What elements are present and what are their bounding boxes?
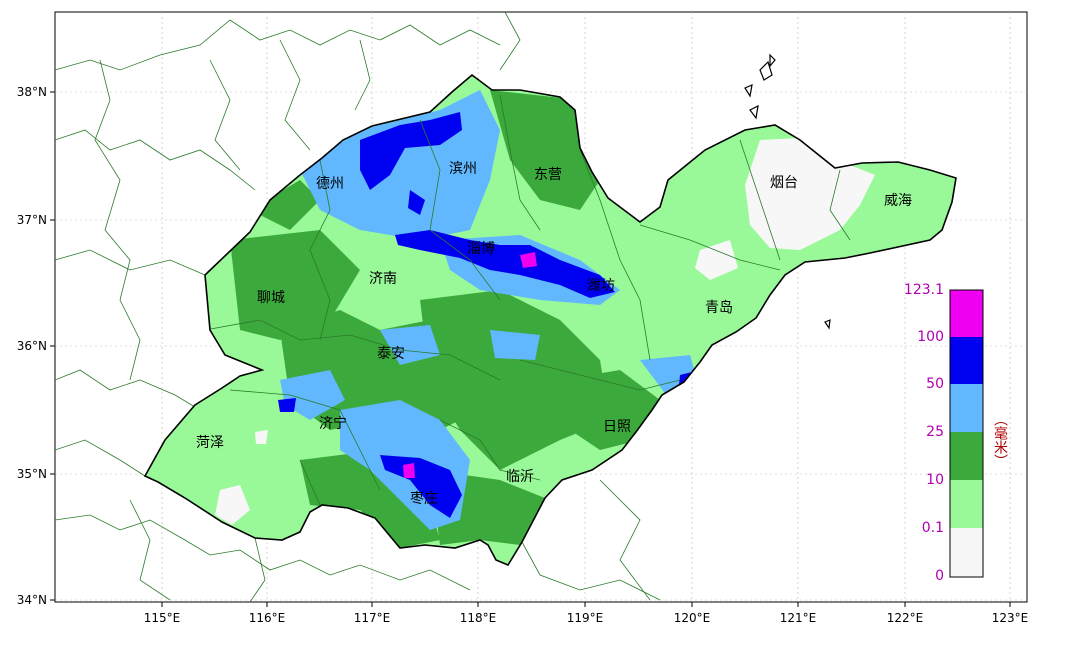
rain-area-none bbox=[255, 430, 268, 444]
rain-area-light bbox=[850, 210, 930, 248]
rain-area-storm bbox=[380, 455, 462, 518]
legend-label-0: 0 bbox=[935, 568, 944, 584]
legend-swatch-storm bbox=[950, 337, 983, 384]
rain-area-moderate bbox=[230, 230, 360, 340]
city-label-dongying: 东营 bbox=[534, 167, 562, 183]
legend-label-max: 123.1 bbox=[904, 282, 944, 298]
x-tick-label: 123°E bbox=[992, 611, 1029, 625]
rain-area-storm bbox=[360, 112, 462, 190]
rain-area-storm bbox=[395, 230, 615, 298]
rain-area-storm bbox=[408, 190, 425, 215]
x-tick-label: 120°E bbox=[674, 611, 711, 625]
legend-swatch-none bbox=[950, 528, 983, 577]
legend-frame bbox=[949, 289, 984, 578]
city-label-binzhou: 滨州 bbox=[449, 161, 477, 177]
province-boundaries bbox=[55, 12, 661, 602]
rain-area-heavy bbox=[280, 370, 345, 420]
y-tick-label: 35°N bbox=[17, 467, 47, 481]
city-label-jining: 济宁 bbox=[319, 415, 347, 432]
city-labels: 德州 滨州 东营烟台威海淄博济南聊城 潍坊青岛泰安济宁菏泽 日照临沂枣庄 bbox=[196, 161, 912, 507]
city-label-taian: 泰安 bbox=[377, 346, 405, 362]
city-label-dezhou: 德州 bbox=[316, 176, 344, 192]
city-label-weifang: 潍坊 bbox=[587, 278, 615, 294]
legend: 123.1 100 50 25 10 0.1 0 （毫米） bbox=[904, 282, 1008, 584]
x-tick-label: 122°E bbox=[887, 611, 924, 625]
rain-area-heavy bbox=[380, 325, 440, 365]
x-tick-label: 115°E bbox=[144, 611, 181, 625]
city-label-qingdao: 青岛 bbox=[705, 300, 733, 316]
legend-label-100: 100 bbox=[917, 329, 944, 345]
prefecture-boundaries bbox=[204, 94, 851, 506]
rain-area-storm bbox=[278, 398, 296, 412]
city-label-zibo: 淄博 bbox=[467, 240, 495, 257]
x-tick-label: 119°E bbox=[567, 611, 604, 625]
x-tick-label: 118°E bbox=[460, 611, 497, 625]
x-tick-label: 121°E bbox=[780, 611, 817, 625]
legend-swatch-extreme bbox=[950, 290, 983, 337]
province-outline bbox=[143, 73, 957, 567]
legend-label-50: 50 bbox=[926, 376, 944, 392]
rain-area-moderate bbox=[560, 370, 660, 450]
rain-area-extreme bbox=[403, 463, 415, 478]
legend-label-10: 10 bbox=[926, 472, 944, 488]
rain-area-moderate bbox=[490, 90, 600, 210]
islands bbox=[744, 53, 831, 330]
rain-area-moderate bbox=[250, 180, 320, 230]
y-tick-label: 34°N bbox=[17, 593, 47, 607]
x-tick-label: 116°E bbox=[249, 611, 286, 625]
x-axis: 115°E 116°E 117°E 118°E 119°E 120°E 121°E 122°E… bbox=[144, 602, 1029, 625]
city-label-zaozhuang: 枣庄 bbox=[410, 490, 438, 507]
city-label-yantai: 烟台 bbox=[770, 175, 798, 191]
legend-swatch-moderate bbox=[950, 432, 983, 480]
rain-area-extreme bbox=[520, 252, 537, 268]
city-label-rizhao: 日照 bbox=[603, 419, 631, 435]
city-label-heze: 菏泽 bbox=[196, 435, 224, 451]
city-label-jinan: 济南 bbox=[369, 271, 397, 287]
rain-area-moderate bbox=[420, 290, 610, 470]
city-label-weihai: 威海 bbox=[884, 193, 912, 209]
legend-swatch-light bbox=[950, 480, 983, 528]
rain-area-heavy bbox=[490, 330, 540, 360]
x-tick-label: 117°E bbox=[354, 611, 391, 625]
legend-label-0-1: 0.1 bbox=[922, 520, 944, 536]
y-tick-label: 36°N bbox=[17, 339, 47, 353]
legend-unit: （毫米） bbox=[992, 412, 1008, 468]
y-tick-label: 37°N bbox=[17, 213, 47, 227]
rain-area-none bbox=[215, 485, 250, 525]
legend-label-25: 25 bbox=[926, 424, 944, 440]
city-label-liaocheng: 聊城 bbox=[257, 290, 285, 306]
city-label-linyi: 临沂 bbox=[506, 469, 534, 485]
rain-area-none bbox=[695, 240, 738, 280]
y-axis: 38°N 37°N 36°N 35°N 34°N bbox=[17, 85, 55, 607]
y-tick-label: 38°N bbox=[17, 85, 47, 99]
legend-swatch-heavy bbox=[950, 384, 983, 432]
